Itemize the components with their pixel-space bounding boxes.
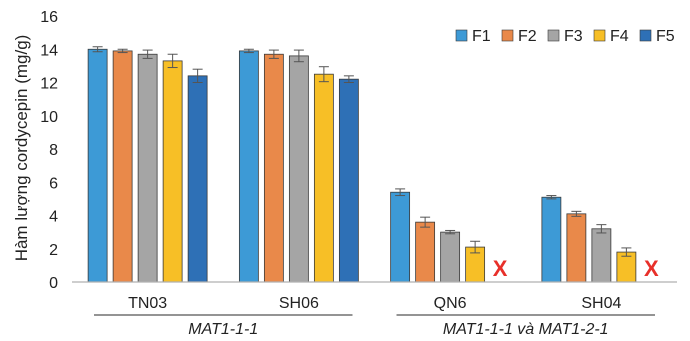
legend-label: F1 xyxy=(472,28,491,45)
bar-F1-SH06 xyxy=(238,50,259,283)
x-category-label: SH04 xyxy=(581,295,621,312)
legend-swatch xyxy=(639,29,652,42)
y-tick-label: 6 xyxy=(49,175,58,192)
legend-label: F3 xyxy=(564,28,583,45)
legend-swatch xyxy=(455,29,468,42)
y-axis-label: Hàm lượng cordycepin (mg/g) xyxy=(12,35,31,262)
bar-F1-TN03 xyxy=(87,48,108,283)
bar-F4-TN03 xyxy=(162,60,183,283)
group-label: MAT1-1-1 và MAT1-2-1 xyxy=(443,321,609,338)
y-tick-label: 10 xyxy=(40,109,58,126)
bar-F2-TN03 xyxy=(112,50,133,283)
x-category-label: TN03 xyxy=(128,295,167,312)
bar-F5-TN03 xyxy=(187,75,208,283)
legend-swatch xyxy=(501,29,514,42)
legend-swatch xyxy=(547,29,560,42)
bar-F3-TN03 xyxy=(137,53,158,283)
y-tick-label: 0 xyxy=(49,275,58,292)
bar-F1-QN6 xyxy=(390,191,411,283)
missing-data-marker: X xyxy=(644,256,659,281)
bar-F2-SH04 xyxy=(566,213,587,283)
y-tick-label: 16 xyxy=(40,9,58,26)
legend: F1 F2 F3 F4 F5 xyxy=(455,28,675,45)
bar-F3-QN6 xyxy=(440,231,461,283)
bar-F5-SH06 xyxy=(338,78,359,283)
legend-label: F4 xyxy=(610,28,629,45)
bar-F3-SH06 xyxy=(288,55,309,283)
bar-F4-SH06 xyxy=(313,73,334,283)
y-tick-label: 2 xyxy=(49,242,58,259)
group-label: MAT1-1-1 xyxy=(188,321,258,338)
x-axis: TN03 SH06 QN6 SH04 MAT1-1-1 MAT1-1-1 và MAT1-… xyxy=(72,281,677,338)
bar-F2-QN6 xyxy=(415,221,436,283)
y-tick-label: 8 xyxy=(49,142,58,159)
y-tick-label: 14 xyxy=(40,42,58,59)
bar-F2-SH06 xyxy=(263,53,284,283)
legend-label: F5 xyxy=(656,28,675,45)
legend-label: F2 xyxy=(518,28,537,45)
x-category-label: QN6 xyxy=(434,295,467,312)
y-tick-label: 4 xyxy=(49,209,58,226)
missing-data-marker: X xyxy=(493,256,508,281)
y-axis: 0 2 4 6 8 10 12 14 16 xyxy=(40,9,58,292)
bar-F1-SH04 xyxy=(541,196,562,283)
legend-swatch xyxy=(593,29,606,42)
x-category-label: SH06 xyxy=(279,295,319,312)
bar-F3-SH04 xyxy=(591,228,612,283)
y-tick-label: 12 xyxy=(40,76,58,93)
